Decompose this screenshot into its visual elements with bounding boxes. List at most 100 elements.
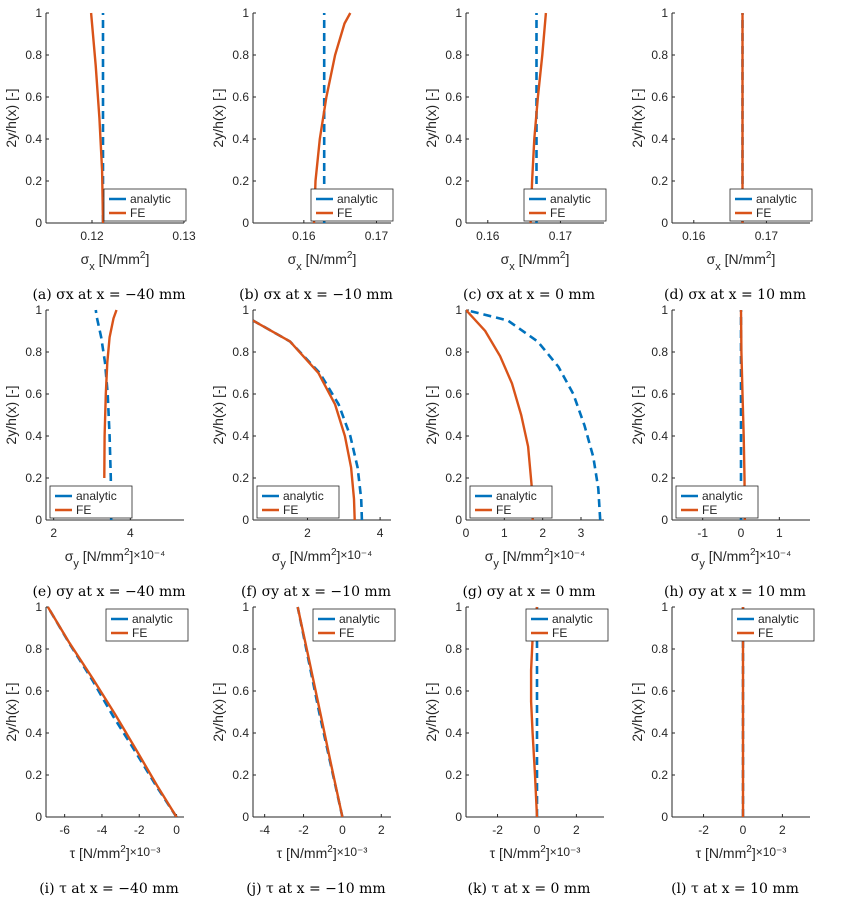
legend-label-fe: FE — [132, 626, 147, 640]
y-tick-label: 0.8 — [651, 642, 668, 656]
y-tick-label: 0.8 — [445, 345, 462, 359]
x-axis-label: τ [N/mm2]×10⁻³ — [490, 844, 581, 861]
y-tick-label: 0.8 — [232, 642, 249, 656]
y-tick-label: 1 — [661, 600, 668, 614]
x-tick-label: 0 — [740, 823, 747, 837]
x-tick-label: -2 — [134, 823, 145, 837]
x-tick-label: 0 — [534, 823, 541, 837]
fe-series-line — [46, 606, 178, 817]
y-tick-label: 0.2 — [445, 174, 462, 188]
x-tick-label: -4 — [259, 823, 270, 837]
y-tick-label: 0.2 — [232, 768, 249, 782]
y-tick-label: 0.4 — [232, 132, 249, 146]
chart-panel-d: 0 0.2 0.4 0.6 0.8 1 0.16 0.17 2y/h(x) [-] σx [N/m… — [629, 6, 813, 303]
chart-panel-a: 0 0.2 0.4 0.6 0.8 1 0.12 0.13 2y/h(x) [-] σx [N/m… — [3, 6, 196, 303]
x-tick-label: 0.17 — [365, 229, 389, 243]
x-tick-label: -2 — [492, 823, 503, 837]
y-axis-label: 2y/h(x) [-] — [423, 88, 439, 147]
fe-series-line — [89, 12, 105, 223]
x-tick-label: 0.16 — [682, 229, 706, 243]
chart-panel-j: 0 0.2 0.4 0.6 0.8 1 -4 -2 0 2 2y/h(x) [-] τ [N/mm2]… — [210, 600, 396, 897]
y-tick-label: 0.8 — [232, 48, 249, 62]
x-axis-label: σx [N/mm2] — [707, 250, 776, 273]
x-tick-label: 1 — [501, 526, 508, 540]
legend-label-fe: FE — [552, 626, 567, 640]
y-tick-label: 0.4 — [445, 429, 462, 443]
x-axis-label: τ [N/mm2]×10⁻³ — [70, 844, 161, 861]
legend-label-analytic: analytic — [132, 612, 173, 626]
y-axis-label: 2y/h(x) [-] — [629, 682, 645, 741]
y-tick-label: 0.6 — [232, 684, 249, 698]
legend-box — [523, 188, 607, 222]
legend-label-analytic: analytic — [496, 489, 537, 503]
x-tick-label: 2 — [304, 526, 311, 540]
y-tick-label: 0.8 — [25, 345, 42, 359]
y-tick-label: 0 — [242, 216, 249, 230]
y-tick-label: 0.2 — [232, 174, 249, 188]
x-tick-label: 0.13 — [172, 229, 196, 243]
x-tick-label: 2 — [539, 526, 546, 540]
legend-box — [525, 608, 609, 642]
legend-label-fe: FE — [702, 503, 717, 517]
legend-box — [256, 485, 340, 519]
y-tick-label: 0.2 — [651, 768, 668, 782]
panel-caption: (g) σy at x = 0 mm — [462, 584, 595, 600]
legend-label-analytic: analytic — [702, 489, 743, 503]
analytic-series-line — [466, 308, 602, 520]
y-tick-label: 0.4 — [25, 429, 42, 443]
legend-label-fe: FE — [756, 206, 771, 220]
legend-label-fe: FE — [550, 206, 565, 220]
x-axis-label: σx [N/mm2] — [288, 250, 357, 273]
y-tick-label: 1 — [242, 6, 249, 20]
y-tick-label: 0.2 — [232, 471, 249, 485]
x-tick-label: 0 — [173, 823, 180, 837]
y-tick-label: 0.6 — [651, 387, 668, 401]
y-tick-label: 0.8 — [232, 345, 249, 359]
y-axis-label: 2y/h(x) [-] — [629, 385, 645, 444]
x-tick-label: 4 — [377, 526, 384, 540]
fe-series-line — [103, 309, 118, 479]
y-tick-label: 0.2 — [651, 174, 668, 188]
y-tick-label: 0.6 — [232, 90, 249, 104]
panel-caption: (l) τ at x = 10 mm — [671, 881, 799, 897]
y-tick-label: 0 — [242, 810, 249, 824]
legend-label-fe: FE — [496, 503, 511, 517]
x-axis-label: σx [N/mm2] — [501, 250, 570, 273]
x-axis-label: τ [N/mm2]×10⁻³ — [277, 844, 368, 861]
x-axis-label: σy [N/mm2]×10⁻⁴ — [691, 547, 792, 570]
x-tick-label: 2 — [779, 823, 786, 837]
x-tick-label: -1 — [697, 526, 708, 540]
y-tick-label: 0 — [455, 810, 462, 824]
fe-series-line — [296, 606, 344, 817]
y-tick-label: 0.4 — [651, 726, 668, 740]
x-tick-label: 0 — [738, 526, 745, 540]
y-tick-label: 0.2 — [25, 768, 42, 782]
fe-series-line — [529, 12, 548, 223]
y-tick-label: 0 — [661, 513, 668, 527]
panel-caption: (j) τ at x = −10 mm — [246, 881, 385, 897]
y-axis-label: 2y/h(x) [-] — [210, 682, 226, 741]
x-tick-label: -4 — [97, 823, 108, 837]
y-tick-label: 0.8 — [445, 642, 462, 656]
y-tick-label: 0.6 — [25, 684, 42, 698]
panel-caption: (a) σx at x = −40 mm — [32, 287, 185, 303]
legend-label-fe: FE — [339, 626, 354, 640]
chart-panel-g: 0 0.2 0.4 0.6 0.8 1 0 1 2 3 2y/h(x) [-] σy [N/mm2]×… — [423, 303, 604, 600]
y-tick-label: 1 — [661, 303, 668, 317]
y-tick-label: 0.8 — [651, 345, 668, 359]
x-tick-label: -6 — [59, 823, 70, 837]
y-tick-label: 0.8 — [445, 48, 462, 62]
y-tick-label: 1 — [35, 6, 42, 20]
x-tick-label: -2 — [298, 823, 309, 837]
x-tick-label: 0 — [339, 823, 346, 837]
y-tick-label: 0.6 — [445, 90, 462, 104]
y-axis-label: 2y/h(x) [-] — [629, 88, 645, 147]
chart-panel-i: 0 0.2 0.4 0.6 0.8 1 -6 -4 -2 0 2y/h(x) [-] τ [N/mm2… — [3, 600, 189, 897]
legend-box — [49, 485, 133, 519]
y-tick-label: 0.4 — [25, 726, 42, 740]
analytic-series-line — [94, 309, 113, 520]
panel-caption: (h) σy at x = 10 mm — [664, 584, 806, 600]
x-tick-label: 0.16 — [476, 229, 500, 243]
